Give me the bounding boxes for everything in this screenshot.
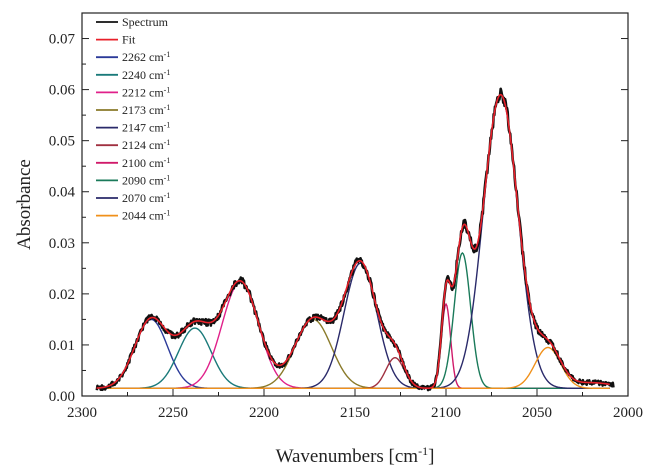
peak-2070-line [100, 93, 610, 390]
x-tick-label: 2050 [522, 405, 552, 421]
legend-label: 2240 cm-1 [122, 67, 170, 82]
peak-2173-line [100, 318, 610, 390]
spectrum-line [95, 87, 615, 392]
legend-label: 2173 cm-1 [122, 103, 170, 118]
x-tick-label: 2300 [67, 405, 97, 421]
x-axis-title: Wavenumbers [cm-1] [276, 444, 435, 467]
plot-layer [95, 87, 615, 392]
x-tick-label: 2200 [249, 405, 279, 421]
legend: Spectrum Fit 2262 cm-1 2240 cm-1 2212 cm-1 21… [96, 15, 170, 223]
y-tick-label: 0.04 [49, 185, 76, 201]
legend-label: 2262 cm-1 [122, 50, 170, 64]
peak-2044-line [100, 346, 610, 390]
legend-label: Fit [122, 33, 136, 47]
y-tick-label: 0.01 [49, 338, 75, 354]
fit-line [96, 93, 610, 389]
y-tick-label: 0.06 [49, 83, 76, 99]
legend-label: 2090 cm-1 [122, 173, 170, 188]
axis-ticks: 2300 2250 2200 2150 2100 2050 2000 0.00 0.01 0.02… [49, 32, 643, 421]
legend-label: 2124 cm-1 [122, 138, 170, 153]
x-tick-label: 2100 [431, 405, 461, 421]
legend-label: 2044 cm-1 [122, 208, 170, 223]
peak-2147-line [100, 262, 610, 390]
legend-label: 2212 cm-1 [122, 85, 170, 100]
y-tick-label: 0.07 [49, 32, 76, 48]
y-tick-label: 0.00 [49, 389, 75, 405]
x-tick-label: 2150 [340, 405, 370, 421]
peak-2262-line [100, 318, 610, 390]
x-tick-label: 2250 [158, 405, 188, 421]
y-tick-label: 0.03 [49, 236, 75, 252]
legend-label: 2100 cm-1 [122, 155, 170, 170]
legend-label: Spectrum [122, 15, 169, 29]
x-tick-label: 2000 [613, 405, 643, 421]
y-tick-label: 0.02 [49, 287, 75, 303]
y-axis-title: Absorbance [14, 159, 35, 250]
y-tick-label: 0.05 [49, 134, 75, 150]
legend-label: 2147 cm-1 [122, 120, 170, 135]
legend-label: 2070 cm-1 [122, 191, 170, 206]
